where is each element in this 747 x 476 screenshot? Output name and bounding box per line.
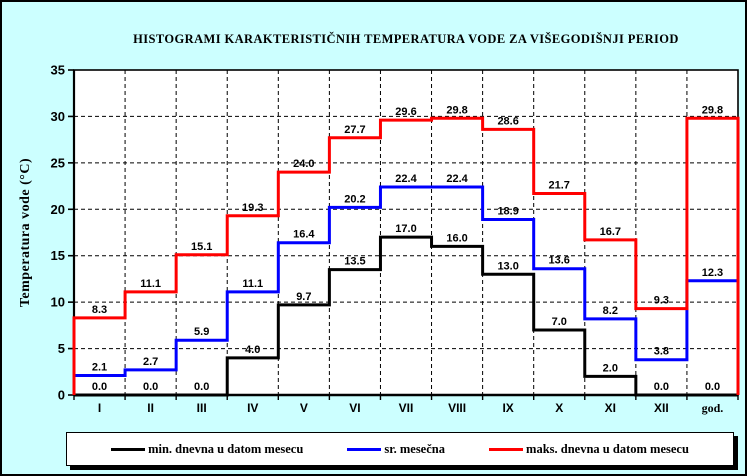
data-label-1: 8.2 [603,305,618,317]
x-category-label: VIII [448,401,466,415]
y-tick-label: 30 [51,109,65,124]
data-label-2: 15.1 [191,241,212,253]
data-label-2: 11.1 [140,278,161,290]
x-category-label: I [98,401,101,415]
data-label-0: 0.0 [92,381,107,393]
data-label-2: 29.8 [446,104,467,116]
data-label-0: 16.0 [446,232,467,244]
data-label-1: 16.4 [293,229,315,241]
data-label-1: 5.9 [194,326,209,338]
y-tick-label: 25 [51,155,65,170]
chart-title: HISTOGRAMI KARAKTERISTIČNIH TEMPERATURA … [133,32,679,46]
legend-item-max: maks. dnevna u datom mesecu [489,442,689,457]
data-label-0: 13.0 [497,260,518,272]
data-label-1: 18.9 [497,206,518,218]
data-label-0: 4.0 [245,344,260,356]
data-label-2: 8.3 [92,304,107,316]
series-line-2 [72,116,740,395]
data-label-2: 28.6 [497,115,518,127]
data-label-1: 12.3 [702,267,723,279]
y-tick-label: 0 [58,388,65,403]
legend-label-max: maks. dnevna u datom mesecu [526,441,689,456]
data-label-0: 0.0 [654,381,669,393]
x-category-label: XI [605,401,616,415]
x-category-label: III [197,401,207,415]
data-label-0: 0.0 [143,381,158,393]
series-line-1 [72,185,738,395]
data-label-0: 2.0 [603,362,618,374]
data-label-0: 0.0 [705,381,720,393]
min-series-line-sample [111,447,146,451]
data-label-2: 27.7 [344,124,365,136]
y-tick-label: 10 [51,295,65,310]
x-category-label: god. [702,401,724,415]
data-label-1: 13.6 [549,255,570,267]
x-category-label: IX [502,401,513,415]
data-label-2: 21.7 [549,180,570,192]
y-axis-title: Temperatura vode (°C) [18,158,33,307]
data-label-1: 2.1 [92,362,107,374]
data-label-1: 22.4 [446,173,468,185]
data-label-1: 11.1 [242,278,263,290]
data-label-2: 19.3 [242,202,263,214]
x-category-label: V [300,401,308,415]
avg-series-line-sample [347,447,382,451]
y-tick-label: 20 [51,202,65,217]
data-label-2: 9.3 [654,295,669,307]
data-label-1: 3.8 [654,346,669,358]
max-series-line-sample [489,447,524,451]
data-label-2: 16.7 [600,226,621,238]
x-category-label: X [555,401,563,415]
x-category-label: VI [349,401,360,415]
data-label-0: 0.0 [194,381,209,393]
legend-label-avg: sr. mesečna [384,441,445,456]
data-label-2: 24.0 [293,158,314,170]
y-tick-label: 5 [58,341,65,356]
x-category-label: II [147,401,154,415]
data-label-2: 29.6 [395,106,416,118]
data-label-1: 20.2 [344,193,365,205]
series-line-0 [74,235,738,397]
legend: min. dnevna u datom mesecu sr. mesečna m… [66,432,734,466]
data-label-1: 22.4 [395,173,417,185]
x-category-label: IV [247,401,258,415]
x-category-label: XII [654,401,669,415]
data-label-0: 17.0 [395,223,416,235]
legend-label-min: min. dnevna u datom mesecu [148,441,304,456]
x-category-label: VII [399,401,414,415]
data-label-1: 2.7 [143,356,158,368]
data-label-2: 29.8 [702,104,723,116]
legend-item-min: min. dnevna u datom mesecu [111,442,303,457]
legend-item-avg: sr. mesečna [347,442,445,457]
y-tick-label: 35 [51,63,65,78]
y-tick-label: 15 [51,248,65,263]
data-label-0: 7.0 [552,316,567,328]
data-label-0: 13.5 [344,256,365,268]
data-label-0: 9.7 [296,291,311,303]
